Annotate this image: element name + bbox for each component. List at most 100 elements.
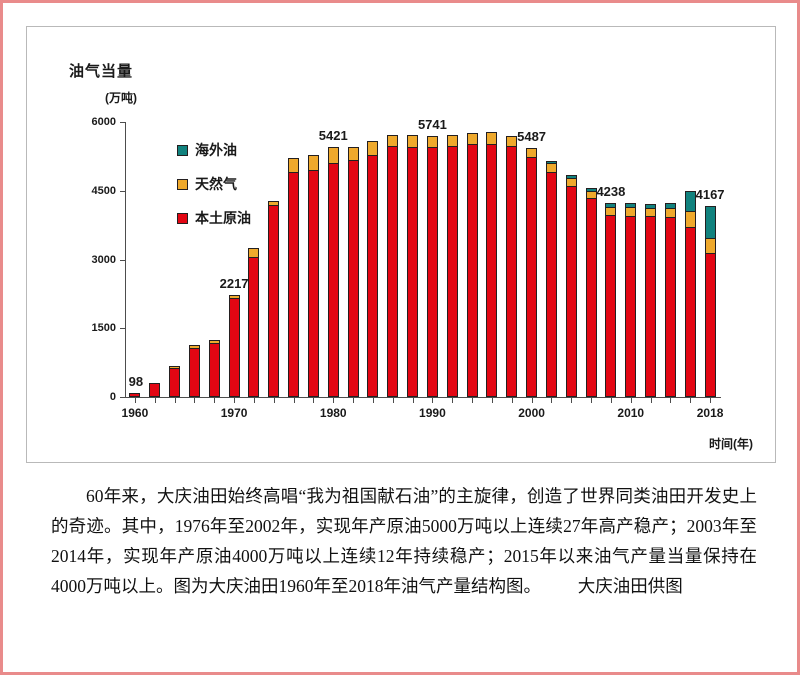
bar-1976 [288,157,300,397]
data-label-1970: 2217 [219,276,249,292]
x-tick [134,398,136,403]
x-tick [710,398,712,403]
bar-segment-oil [605,214,617,397]
bar-segment-oil [387,145,399,397]
caption-credit: 大庆油田供图 [577,576,683,596]
chart-legend: 海外油 天然气 本土原油 [177,140,251,228]
bar-1984 [367,141,379,397]
legend-swatch-icon-overseas-oil [177,144,188,156]
bar-segment-oil [367,154,379,397]
bar-2010 [625,203,637,397]
x-tick [174,398,176,403]
bar-1990 [426,135,438,397]
x-tick [690,398,692,403]
x-tick-label: 1970 [220,406,248,420]
x-tick [610,398,612,403]
bar-segment-gas [426,135,438,148]
bar-1978 [307,154,319,397]
x-tick [630,398,632,403]
data-label-1980: 5421 [318,128,348,144]
x-tick [214,398,216,403]
x-tick [412,398,414,403]
bar-segment-gas [506,135,518,146]
bar-segment-oil [526,156,538,397]
bar-segment-gas [565,177,577,187]
bar-1986 [387,135,399,397]
bar-1970 [228,295,240,397]
data-label-2000: 5487 [517,128,547,144]
x-tick [452,398,454,403]
x-tick-label: 1980 [319,406,347,420]
x-tick-label: 2000 [518,406,545,420]
x-tick [253,398,255,403]
bar-segment-oil [565,186,577,397]
data-label-2008: 4238 [596,183,626,199]
bar-segment-oil [466,143,478,397]
legend-item-natural-gas: 天然气 [177,174,251,194]
bar-segment-gas [387,135,399,146]
bar-segment-oil [208,342,220,397]
x-axis-title: 时间(年) [709,437,753,451]
caption-body: 60年来，大庆油田始终高唱“我为祖国献石油”的主旋律，创造了世界同类油田开发史上… [51,486,757,596]
y-tick-label: 4500 [91,184,116,197]
bar-1960 [129,392,141,397]
legend-label-natural-gas: 天然气 [195,176,237,192]
chart-panel: 油气当量 (万吨) 海外油 天然气 本土原油 0 1500 3000 4500 6 [26,26,776,463]
bar-segment-ovs [704,206,716,238]
bar-1996 [486,132,498,397]
bar-segment-gas [208,340,220,343]
x-tick [511,398,513,403]
bar-1980 [327,147,339,397]
bar-2000 [526,147,538,397]
bar-1962 [149,382,161,397]
bar-segment-gas [545,163,557,172]
legend-swatch-icon-domestic-crude [177,212,188,224]
bar-segment-oil [426,147,438,397]
x-tick [432,398,434,403]
y-tick-label: 6000 [91,116,116,128]
x-tick-label: 2018 [696,406,724,420]
bar-1988 [407,135,419,397]
bar-1998 [506,135,518,397]
bar-segment-ovs [605,202,617,207]
x-tick [194,398,196,403]
bar-segment-oil [347,159,359,397]
bar-segment-gas [288,157,300,172]
bar-segment-gas [188,345,200,348]
bar-segment-ovs [545,160,557,164]
bar-segment-gas [704,237,716,253]
bar-1992 [446,134,458,397]
legend-swatch-icon-natural-gas [177,178,188,190]
x-tick-label: 2010 [617,406,645,420]
y-axis-unit: (万吨) [105,91,137,105]
bar-segment-gas [625,207,637,216]
bar-segment-gas [684,211,696,227]
y-tick [120,190,125,192]
bar-1972 [248,247,260,397]
x-tick [353,398,355,403]
caption-text: 60年来，大庆油田始终高唱“我为祖国献石油”的主旋律，创造了世界同类油田开发史上… [51,481,757,601]
bar-segment-gas [526,147,538,157]
x-tick [293,398,295,403]
x-tick-label: 1990 [419,406,446,420]
x-tick [472,398,474,403]
legend-item-overseas-oil: 海外油 [177,140,251,160]
bar-2004 [565,175,577,397]
bar-segment-ovs [684,191,696,212]
bar-segment-oil [585,197,597,397]
y-axis-title: 油气当量 [69,63,134,80]
data-label-2018: 4167 [695,187,725,202]
bar-segment-ovs [565,175,577,178]
bar-segment-gas [407,135,419,147]
x-tick [491,398,493,403]
bar-segment-ovs [585,187,597,191]
bar-segment-oil [506,145,518,397]
bar-2012 [645,203,657,397]
x-tick [273,398,275,403]
bar-segment-oil [684,226,696,397]
x-tick [551,398,553,403]
bar-segment-ovs [625,203,637,208]
bar-segment-oil [486,143,498,397]
bar-segment-gas [585,190,597,198]
y-tick [120,397,125,398]
